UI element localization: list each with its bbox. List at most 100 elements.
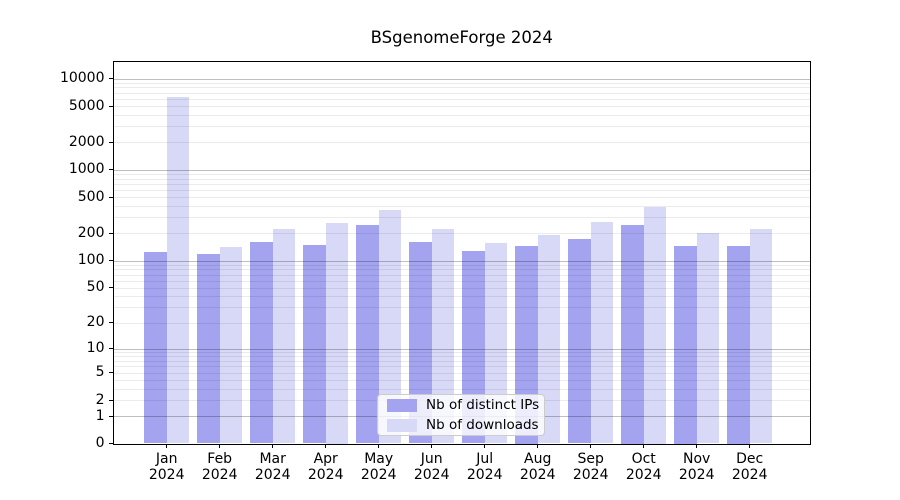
grid-line-minor <box>113 356 810 358</box>
x-tick-label: Feb 2024 <box>180 451 260 484</box>
legend-swatch-distinct-ips-icon <box>387 398 417 412</box>
bar-downloads <box>325 223 349 444</box>
x-tick-mark <box>643 443 645 448</box>
grid-line-minor <box>113 114 810 116</box>
y-tick-label: 5000 <box>68 97 105 114</box>
bar-downloads <box>537 235 561 444</box>
y-tick-mark <box>108 287 114 289</box>
y-tick-mark <box>108 443 114 444</box>
y-tick-mark <box>108 348 114 349</box>
y-tick-mark <box>108 141 114 143</box>
x-tick-mark <box>484 443 486 448</box>
bar-distinct-ips <box>303 244 326 444</box>
grid-line-minor <box>113 372 810 374</box>
y-tick-mark <box>108 105 114 107</box>
x-tick-label-month: Nov <box>683 450 711 467</box>
bar-distinct-ips <box>144 251 167 444</box>
x-tick-mark <box>166 443 168 448</box>
legend-label-distinct-ips: Nb of distinct IPs <box>426 397 540 413</box>
y-tick-label: 50 <box>86 279 105 296</box>
y-tick-label: 10 <box>86 340 105 356</box>
y-tick-label: 2 <box>95 391 105 408</box>
x-tick-label-month: Jul <box>476 450 494 467</box>
x-tick-label: Aug 2024 <box>498 451 578 484</box>
y-tick-label: 1 <box>95 407 105 424</box>
x-tick-label: Jan 2024 <box>127 451 207 484</box>
bar-distinct-ips <box>250 242 273 444</box>
bar-distinct-ips <box>674 246 697 444</box>
grid-line-minor <box>113 206 810 207</box>
y-tick-label: 200 <box>77 224 105 241</box>
x-tick-label: Jun 2024 <box>392 451 472 484</box>
x-tick-label-year: 2024 <box>625 467 662 483</box>
grid-line-minor <box>113 173 810 175</box>
y-tick-label: 20 <box>86 314 105 331</box>
x-tick-label-month: Feb <box>207 450 233 467</box>
y-tick-mark <box>108 232 114 234</box>
bar-downloads <box>272 228 296 444</box>
chart-title: BSgenomeForge 2024 <box>370 28 553 47</box>
x-tick-mark <box>537 443 539 448</box>
y-tick-mark <box>108 399 114 401</box>
grid-line-minor <box>113 92 810 94</box>
bar-downloads <box>378 210 402 444</box>
grid-line-minor <box>113 82 810 84</box>
bar-downloads <box>749 228 773 444</box>
grid-line-minor <box>113 106 810 107</box>
bar-distinct-ips <box>356 225 379 444</box>
legend-row-downloads: Nb of downloads <box>387 416 544 434</box>
x-tick-label-year: 2024 <box>731 467 768 483</box>
y-tick-label: 1000 <box>68 161 105 178</box>
y-tick-label: 10000 <box>59 70 105 86</box>
bar-distinct-ips <box>621 224 644 444</box>
grid-line-major <box>113 78 810 80</box>
grid-line-minor <box>113 189 810 191</box>
bar-distinct-ips <box>568 238 591 444</box>
grid-line-major <box>113 348 810 350</box>
x-tick-label-month: Apr <box>313 450 338 467</box>
grid-line-minor <box>113 280 810 282</box>
y-tick-mark <box>108 322 114 324</box>
x-tick-label-year: 2024 <box>519 467 556 483</box>
x-tick-label: Dec 2024 <box>710 451 790 484</box>
grid-line-major <box>113 169 810 171</box>
x-tick-label: Sep 2024 <box>551 451 631 484</box>
y-tick-label: 2000 <box>68 133 105 150</box>
bar-downloads <box>590 222 614 444</box>
x-tick-label: Apr 2024 <box>286 451 366 484</box>
grid-line-major <box>113 260 810 262</box>
y-tick-label: 100 <box>77 252 105 269</box>
grid-line-minor <box>113 274 810 276</box>
x-tick-label-month: Jun <box>420 450 443 467</box>
grid-line-minor <box>113 322 810 324</box>
x-tick-label-year: 2024 <box>466 467 503 483</box>
x-tick-label-year: 2024 <box>148 467 185 483</box>
x-tick-label-year: 2024 <box>413 467 450 483</box>
y-tick-label: 0 <box>95 435 105 451</box>
x-tick-mark <box>272 443 274 448</box>
legend: Nb of distinct IPs Nb of downloads <box>377 394 545 436</box>
x-tick-mark <box>749 443 751 448</box>
y-tick-mark <box>108 260 114 262</box>
y-tick-label: 5 <box>95 364 105 380</box>
x-tick-label-year: 2024 <box>678 467 715 483</box>
x-tick-mark <box>431 443 433 448</box>
y-tick-mark <box>108 415 114 417</box>
plot-area <box>113 62 810 444</box>
bar-distinct-ips <box>197 254 220 444</box>
x-tick-label: Jul 2024 <box>445 451 525 484</box>
grid-line-minor <box>113 352 810 354</box>
legend-label-downloads: Nb of downloads <box>426 417 539 433</box>
grid-line-minor <box>113 379 810 381</box>
x-tick-label: May 2024 <box>339 451 419 484</box>
x-tick-mark <box>696 443 698 448</box>
x-tick-label-month: Mar <box>259 450 286 467</box>
x-tick-label-year: 2024 <box>360 467 397 483</box>
grid-line-minor <box>113 178 810 180</box>
x-tick-label-month: Dec <box>736 450 764 467</box>
bar-downloads <box>219 247 243 444</box>
grid-line-minor <box>113 366 810 368</box>
grid-line-minor <box>113 233 810 235</box>
x-tick-label-month: Jan <box>155 450 178 467</box>
